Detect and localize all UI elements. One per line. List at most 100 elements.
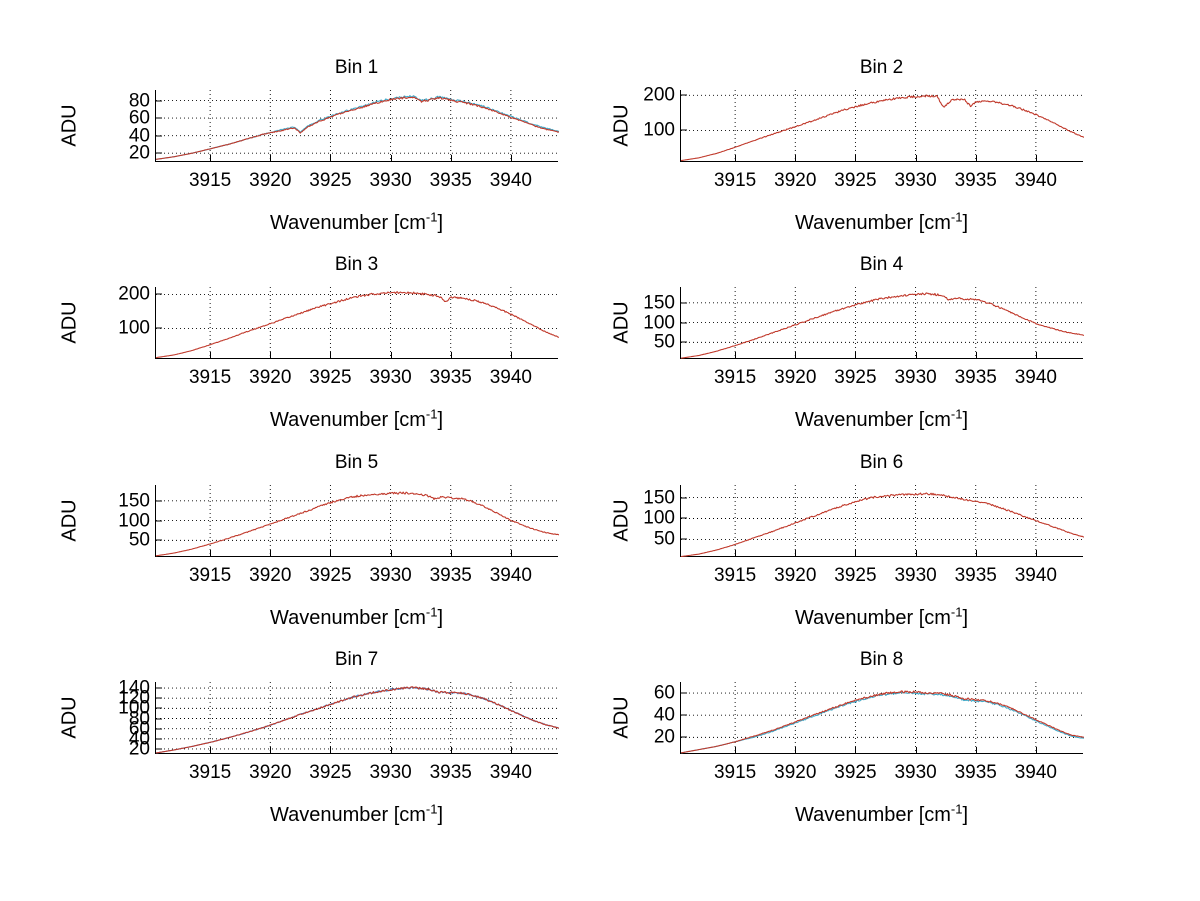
xtick-mark bbox=[390, 155, 392, 161]
xtick-label: 3935 bbox=[954, 565, 997, 586]
xtick-label: 3935 bbox=[954, 367, 997, 388]
xtick-label: 3940 bbox=[1014, 762, 1058, 783]
ytick-label: 100 bbox=[118, 697, 150, 719]
xtick-label: 3930 bbox=[894, 762, 937, 783]
xtick-label: 3920 bbox=[249, 367, 292, 388]
gridlines-bin6 bbox=[681, 485, 1084, 557]
x-axis-label-exponent: -1 bbox=[425, 801, 438, 817]
xtick-labels-bin2: 3915 3920 3925 3930 3935 3940 bbox=[681, 170, 1083, 194]
plot-area-bin1: 20 40 60 80 3915 3920 3925 3930 3935 3940 bbox=[129, 90, 559, 191]
ytick-label: 120 bbox=[118, 687, 150, 709]
x-axis-label-bracket: ] bbox=[437, 804, 444, 826]
data-trace-bin7-trace-red bbox=[156, 686, 559, 754]
x-axis-label-bin5: Wavenumber [cm-1] bbox=[155, 605, 558, 630]
x-axis-label-bracket: ] bbox=[962, 409, 969, 431]
xtick-label: 3920 bbox=[774, 170, 817, 191]
ytick-labels-bin8: 20 40 60 bbox=[591, 682, 681, 753]
x-axis-label-text: Wavenumber [cm bbox=[794, 212, 951, 234]
xtick-label: 3930 bbox=[894, 565, 937, 586]
xtick-mark bbox=[390, 550, 392, 556]
x-axis-label-text: Wavenumber [cm bbox=[269, 607, 426, 629]
gridlines-bin1 bbox=[156, 90, 559, 162]
xtick-mark bbox=[510, 550, 512, 556]
ytick-label: 100 bbox=[643, 119, 675, 141]
xtick-label: 3925 bbox=[834, 367, 877, 388]
x-axis-label-text: Wavenumber [cm bbox=[269, 804, 426, 826]
ytick-mark bbox=[681, 322, 687, 324]
x-axis-label-bin6: Wavenumber [cm-1] bbox=[680, 605, 1083, 630]
xtick-mark bbox=[210, 747, 212, 753]
xtick-mark bbox=[735, 550, 737, 556]
xtick-label: 3940 bbox=[1014, 367, 1058, 388]
xtick-mark bbox=[915, 155, 917, 161]
xtick-label: 3925 bbox=[834, 762, 877, 783]
xtick-mark bbox=[510, 747, 512, 753]
y-axis-label-bin8: ADU bbox=[610, 696, 633, 739]
x-axis-label-bin7: Wavenumber [cm-1] bbox=[155, 801, 558, 827]
xtick-label: 3940 bbox=[489, 565, 533, 586]
plot-canvas-bin7 bbox=[156, 682, 559, 754]
xtick-mark bbox=[330, 352, 332, 358]
ytick-mark bbox=[681, 94, 687, 96]
ytick-mark bbox=[156, 100, 162, 102]
xtick-label: 3940 bbox=[489, 367, 533, 388]
x-axis-label-bracket: ] bbox=[437, 409, 444, 431]
data-trace-bin8-trace-blue bbox=[681, 691, 1084, 754]
xtick-label: 3940 bbox=[1014, 170, 1058, 191]
plot-area-bin3: 100 200 3915 3920 3925 3930 3935 3940 bbox=[118, 285, 559, 388]
xtick-label: 3930 bbox=[894, 170, 937, 191]
xtick-label: 3935 bbox=[429, 367, 472, 388]
ytick-label: 140 bbox=[118, 677, 150, 699]
xtick-label: 3930 bbox=[894, 367, 937, 388]
subplot-title-bin8: Bin 8 bbox=[859, 649, 904, 670]
xtick-mark bbox=[795, 550, 797, 556]
subplot-title-bin1: Bin 1 bbox=[334, 57, 379, 78]
xtick-label: 3915 bbox=[713, 565, 757, 586]
xtick-label: 3925 bbox=[309, 367, 352, 388]
xtick-mark bbox=[330, 550, 332, 556]
x-axis-label-bracket: ] bbox=[962, 212, 969, 234]
subplot-title-bin3: Bin 3 bbox=[334, 254, 379, 275]
ytick-mark bbox=[156, 293, 162, 295]
xtick-mark bbox=[735, 352, 737, 358]
plot-canvas-bin6 bbox=[681, 485, 1084, 557]
xtick-label: 3935 bbox=[954, 762, 997, 783]
x-axis-label-exponent: -1 bbox=[425, 406, 438, 422]
ytick-mark bbox=[681, 129, 687, 131]
xtick-mark bbox=[510, 352, 512, 358]
ytick-labels-bin2: 100 200 bbox=[591, 86, 681, 161]
xtick-label: 3925 bbox=[309, 762, 352, 783]
xtick-label: 3925 bbox=[309, 565, 352, 586]
plot-canvas-bin3 bbox=[156, 287, 559, 359]
subplot-title-bin7: Bin 7 bbox=[334, 649, 379, 670]
ytick-label: 100 bbox=[118, 317, 150, 339]
x-axis-label-bin3: Wavenumber [cm-1] bbox=[155, 406, 558, 432]
xtick-label: 3915 bbox=[713, 367, 757, 388]
ytick-labels-bin4: 50 100 150 bbox=[591, 287, 681, 358]
ytick-mark bbox=[156, 135, 162, 137]
subplot-title-bin6: Bin 6 bbox=[859, 452, 904, 473]
ytick-mark bbox=[681, 497, 687, 499]
data-trace-bin6-trace-red bbox=[681, 492, 1084, 557]
ytick-label: 150 bbox=[118, 490, 150, 512]
plot-canvas-bin8 bbox=[681, 682, 1084, 754]
xtick-labels-bin7: 3915 3920 3925 3930 3935 3940 bbox=[156, 762, 558, 786]
xtick-label: 3925 bbox=[309, 170, 352, 191]
xtick-label: 3930 bbox=[369, 762, 412, 783]
xtick-labels-bin8: 3915 3920 3925 3930 3935 3940 bbox=[681, 762, 1083, 786]
xtick-labels-bin6: 3915 3920 3925 3930 3935 3940 bbox=[681, 565, 1083, 589]
ytick-mark bbox=[156, 697, 162, 699]
data-trace-bin2-trace-red bbox=[681, 94, 1084, 162]
xtick-mark bbox=[270, 155, 272, 161]
xtick-mark bbox=[1035, 155, 1037, 161]
xtick-mark bbox=[975, 550, 977, 556]
xtick-mark bbox=[1035, 352, 1037, 358]
xtick-label: 3915 bbox=[713, 762, 757, 783]
xtick-mark bbox=[795, 747, 797, 753]
ytick-mark bbox=[156, 500, 162, 502]
data-trace-bin3-trace-red bbox=[156, 291, 559, 359]
ytick-label: 20 bbox=[128, 142, 150, 164]
xtick-mark bbox=[270, 550, 272, 556]
